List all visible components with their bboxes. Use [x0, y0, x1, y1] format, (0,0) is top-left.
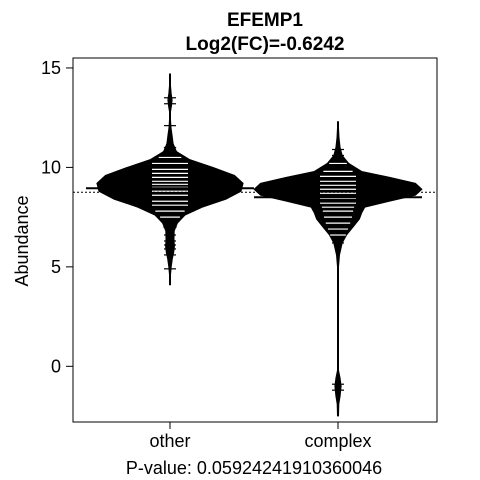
y-tick-label: 10 [41, 157, 61, 177]
y-tick-label: 0 [51, 356, 61, 376]
x-tick-label-other: other [149, 431, 190, 451]
y-tick-label: 15 [41, 58, 61, 78]
bean-shape-complex [253, 121, 423, 417]
plot-area: 0 5 10 15 other complex [41, 57, 438, 451]
bean-shape-other [96, 73, 244, 286]
chart-subtitle: Log2(FC)=-0.6242 [186, 34, 345, 55]
y-axis-label: Abundance [12, 195, 32, 286]
chart-title: EFEMP1 [227, 10, 303, 31]
x-tick-label-complex: complex [304, 431, 371, 451]
x-axis-label: P-value: 0.0592424191036004​6 [126, 458, 382, 478]
plot-frame [72, 57, 438, 423]
y-tick-label: 5 [51, 257, 61, 277]
